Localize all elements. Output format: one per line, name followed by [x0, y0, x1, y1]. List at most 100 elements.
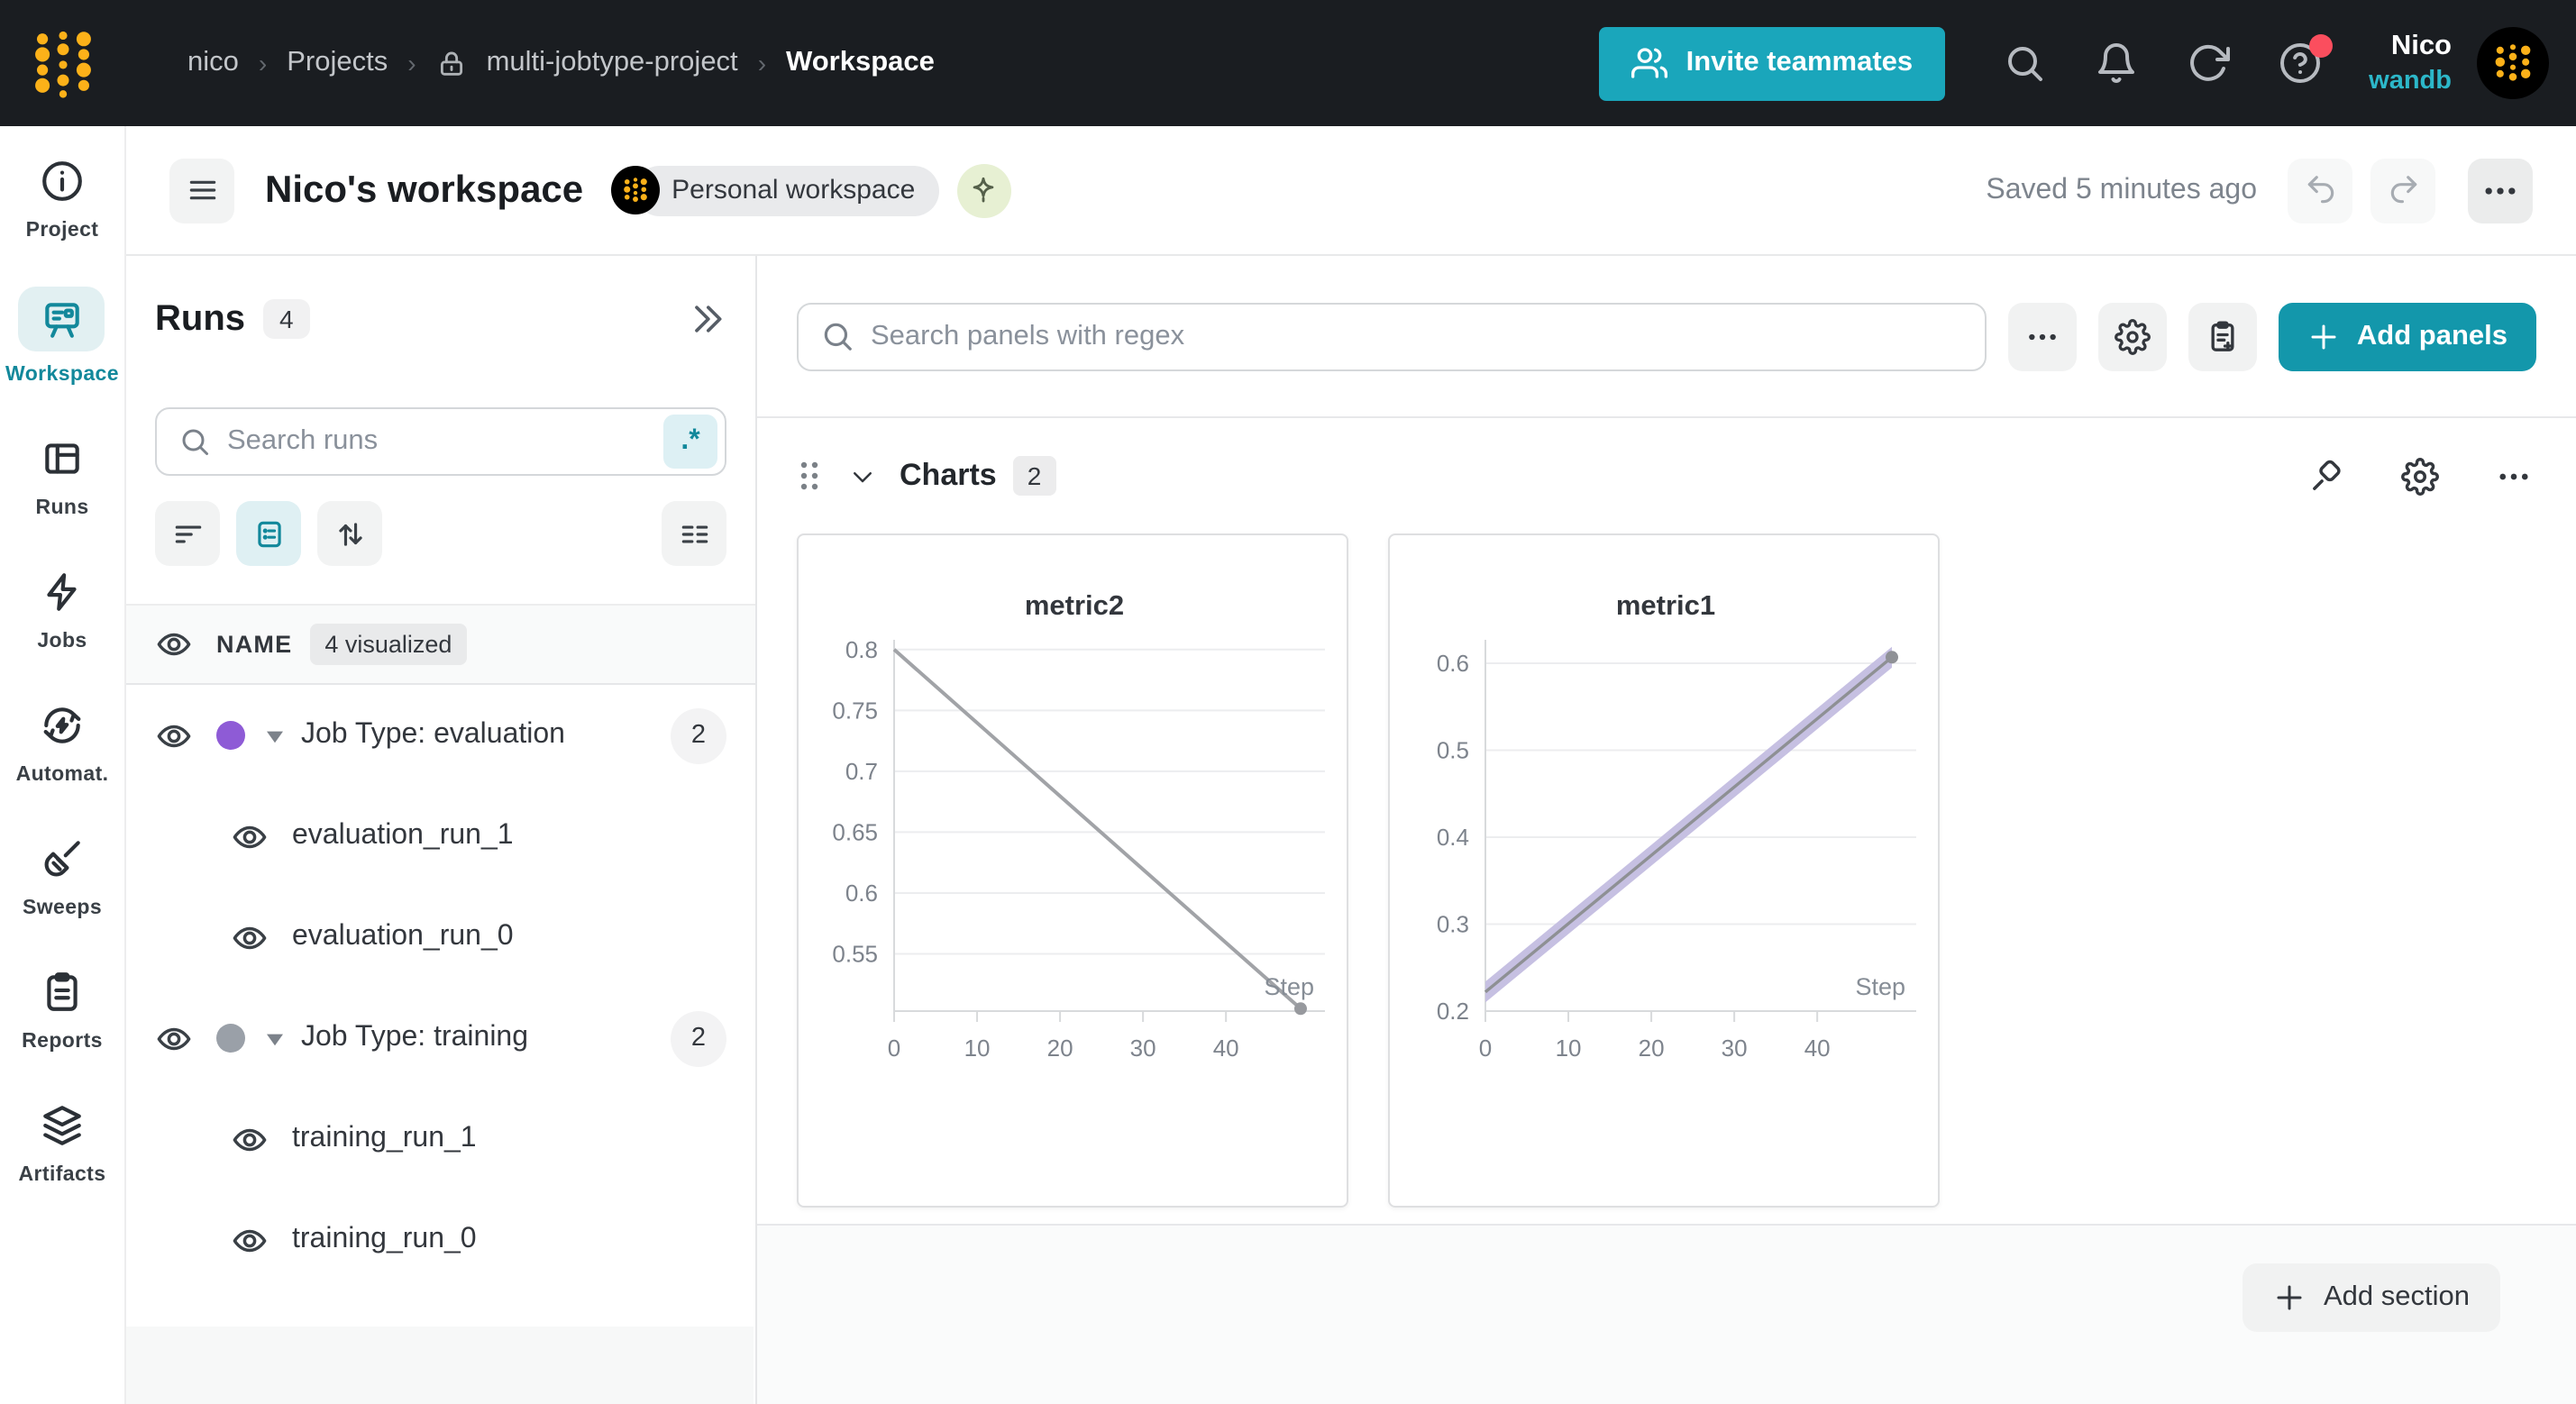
plus-icon [2312, 324, 2337, 349]
group-label: Job Type: evaluation [301, 719, 565, 750]
workspace-owner-avatar [610, 166, 660, 214]
help-icon[interactable] [2279, 34, 2334, 85]
gear-icon [2401, 457, 2439, 495]
run-group-row-training[interactable]: Job Type: training 2 [126, 988, 755, 1089]
visibility-eye-icon[interactable] [231, 918, 269, 956]
runs-title: Runs [155, 298, 245, 338]
svg-text:0.5: 0.5 [1437, 737, 1469, 764]
regex-toggle-button[interactable]: .* [663, 415, 717, 469]
caret-down-icon[interactable] [265, 727, 285, 743]
panel-search-input[interactable] [871, 320, 1964, 352]
ellipsis-icon [2485, 187, 2516, 194]
run-row[interactable]: training_run_0 [126, 1190, 755, 1290]
section-title: Charts [900, 458, 997, 492]
user-name: Nico [2390, 31, 2452, 62]
lightning-icon [40, 564, 85, 618]
collapse-sidebar-button[interactable] [687, 299, 726, 339]
panels-overflow-button[interactable] [2008, 302, 2078, 370]
svg-text:0: 0 [1479, 1035, 1492, 1062]
svg-text:0.65: 0.65 [832, 818, 878, 845]
redo-button[interactable] [2370, 158, 2435, 223]
search-icon[interactable] [2003, 41, 2046, 85]
workspace-settings-button[interactable] [2098, 302, 2168, 370]
add-panels-button[interactable]: Add panels [2279, 302, 2536, 370]
users-icon [1631, 48, 1668, 78]
workspace-title: Nico's workspace [265, 169, 584, 210]
panel-metric2[interactable]: 0.55 0.6 0.65 0.7 0.75 0.8 0 10 20 30 40 Step metric… [797, 533, 1348, 1208]
nav-item-project[interactable]: Project [26, 153, 99, 242]
breadcrumb-workspace[interactable]: Workspace [786, 47, 935, 77]
group-count-badge: 2 [671, 1010, 726, 1066]
manage-columns-button[interactable] [662, 501, 726, 566]
visibility-eye-icon[interactable] [231, 1221, 269, 1259]
visibility-eye-icon[interactable] [231, 1120, 269, 1158]
nav-item-sweeps[interactable]: Sweeps [23, 831, 102, 919]
svg-text:30: 30 [1130, 1035, 1156, 1062]
run-row[interactable]: evaluation_run_0 [126, 887, 755, 988]
visibility-eye-icon[interactable] [155, 1019, 193, 1057]
caret-down-icon[interactable] [265, 1030, 285, 1046]
breadcrumb-project[interactable]: multi-jobtype-project [486, 47, 738, 77]
group-color-dot [216, 721, 245, 750]
run-row[interactable]: training_run_1 [126, 1089, 755, 1190]
pin-section-button[interactable] [2307, 457, 2345, 495]
svg-text:Step: Step [1855, 973, 1905, 1000]
avatar[interactable] [2477, 27, 2549, 99]
left-nav-rail: Project Workspace Runs Jobs Automat. [0, 126, 126, 1404]
charts-section-header: Charts 2 [757, 418, 2576, 533]
svg-text:0.3: 0.3 [1437, 911, 1469, 938]
svg-text:10: 10 [964, 1035, 991, 1062]
run-name: evaluation_run_0 [292, 921, 514, 952]
section-overflow-button[interactable] [2495, 457, 2533, 495]
nav-item-reports[interactable]: Reports [22, 964, 103, 1053]
svg-text:0.6: 0.6 [845, 880, 878, 907]
run-list: Job Type: evaluation 2 evaluation_run_1 … [126, 685, 755, 1290]
breadcrumb-projects[interactable]: Projects [287, 47, 388, 77]
runs-sidebar: Runs 4 .* [126, 256, 757, 1404]
runs-search-input[interactable] [227, 425, 663, 458]
invite-teammates-button[interactable]: Invite teammates [1599, 26, 1946, 100]
add-section-label: Add section [2324, 1281, 2470, 1312]
nav-item-artifacts[interactable]: Artifacts [19, 1098, 106, 1186]
group-runs-button[interactable] [236, 501, 301, 566]
workspace-overflow-button[interactable] [2468, 158, 2533, 223]
sparkle-ai-button[interactable] [956, 163, 1011, 217]
visibility-eye-icon[interactable] [231, 817, 269, 855]
filter-runs-button[interactable] [155, 501, 220, 566]
workspace-menu-button[interactable] [169, 158, 234, 223]
saved-status: Saved 5 minutes ago [1986, 174, 2257, 205]
panel-metric1[interactable]: 0.2 0.3 0.4 0.5 0.6 0 10 20 30 40 Step metric1 [1388, 533, 1940, 1208]
sparkle-icon [973, 177, 994, 203]
nav-item-automations[interactable]: Automat. [16, 697, 109, 786]
visibility-eye-icon[interactable] [155, 716, 193, 754]
run-group-row-evaluation[interactable]: Job Type: evaluation 2 [126, 685, 755, 786]
personal-workspace-badge[interactable]: Personal workspace [610, 165, 939, 215]
svg-text:10: 10 [1556, 1035, 1582, 1062]
svg-text:20: 20 [1639, 1035, 1665, 1062]
section-collapse-chevron[interactable] [849, 462, 876, 489]
user-identity[interactable]: Nico wandb [2369, 30, 2452, 97]
wandb-logo[interactable] [0, 25, 126, 101]
breadcrumb-user[interactable]: nico [187, 47, 239, 77]
visibility-all-icon[interactable] [155, 625, 193, 663]
run-row[interactable]: evaluation_run_1 [126, 786, 755, 887]
user-org: wandb [2369, 66, 2452, 96]
panels-toolbar: Add panels [757, 256, 2576, 418]
sort-runs-button[interactable] [317, 501, 382, 566]
section-settings-button[interactable] [2401, 457, 2439, 495]
ellipsis-icon [2499, 472, 2528, 479]
workspace-main: Add panels Charts 2 [757, 256, 2576, 1404]
nav-item-runs[interactable]: Runs [35, 431, 88, 519]
notifications-bell-icon[interactable] [2095, 41, 2138, 85]
copy-workspace-button[interactable] [2188, 302, 2258, 370]
svg-text:0.6: 0.6 [1437, 650, 1469, 677]
nav-item-workspace[interactable]: Workspace [5, 287, 119, 386]
add-section-button[interactable]: Add section [2243, 1263, 2500, 1332]
svg-text:0.8: 0.8 [845, 636, 878, 663]
undo-button[interactable] [2288, 158, 2352, 223]
nav-item-jobs[interactable]: Jobs [37, 564, 87, 652]
drag-handle-icon[interactable] [797, 458, 822, 494]
breadcrumb-separator: › [757, 49, 767, 77]
refresh-icon[interactable] [2187, 41, 2231, 85]
